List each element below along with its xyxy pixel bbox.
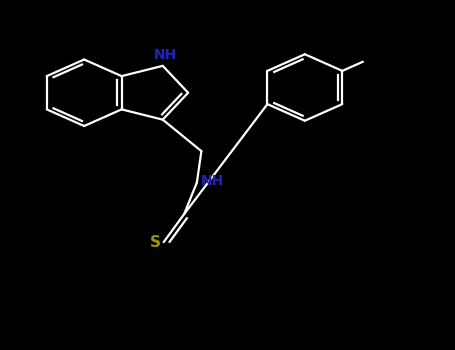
Text: NH: NH (153, 48, 177, 62)
Text: S: S (150, 234, 162, 250)
Text: NH: NH (201, 174, 224, 188)
